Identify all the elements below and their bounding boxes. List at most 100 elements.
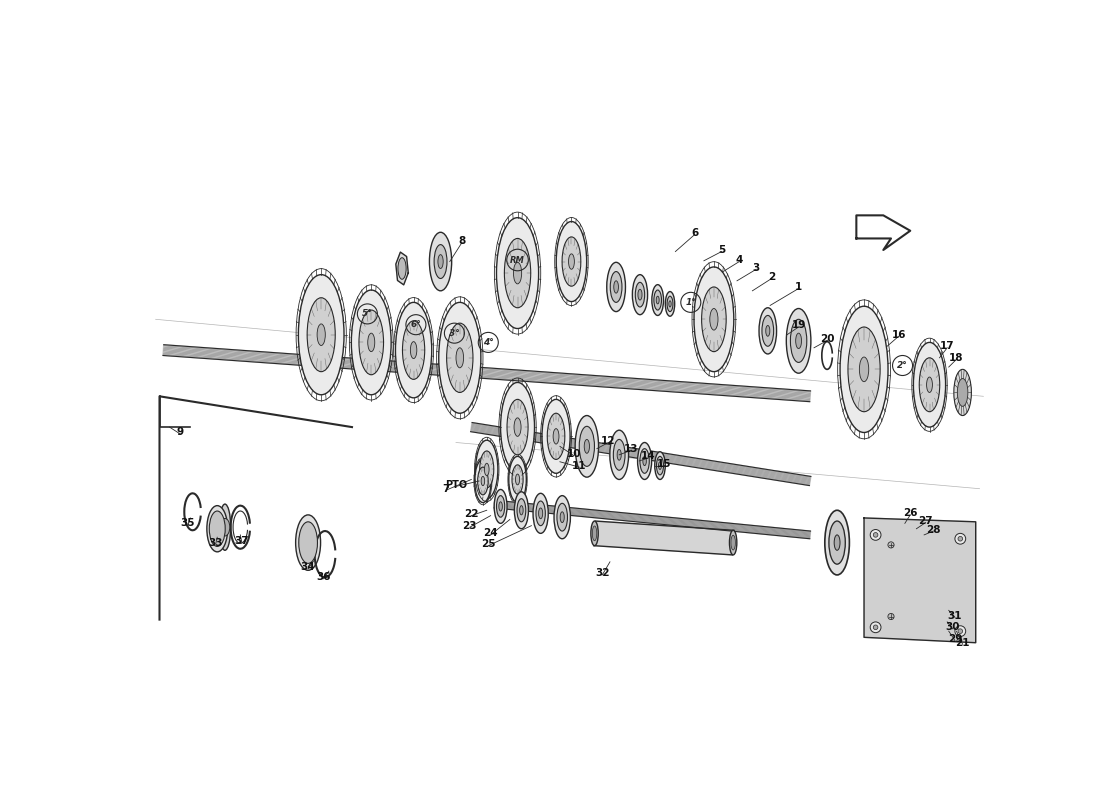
Text: 16: 16 bbox=[891, 330, 906, 340]
Ellipse shape bbox=[512, 465, 524, 494]
Ellipse shape bbox=[762, 315, 773, 346]
Ellipse shape bbox=[825, 510, 849, 575]
Ellipse shape bbox=[584, 439, 590, 454]
Text: 34: 34 bbox=[300, 562, 316, 572]
Ellipse shape bbox=[219, 504, 231, 550]
Text: 11: 11 bbox=[572, 461, 586, 470]
Ellipse shape bbox=[669, 301, 671, 307]
Ellipse shape bbox=[848, 327, 880, 412]
Text: 35: 35 bbox=[180, 518, 195, 528]
Text: 8: 8 bbox=[459, 236, 465, 246]
Text: 32: 32 bbox=[595, 568, 609, 578]
Text: 5°: 5° bbox=[362, 310, 373, 318]
Ellipse shape bbox=[429, 232, 452, 291]
Ellipse shape bbox=[653, 290, 661, 310]
Ellipse shape bbox=[652, 285, 663, 315]
Ellipse shape bbox=[534, 494, 548, 534]
Ellipse shape bbox=[795, 333, 802, 349]
Ellipse shape bbox=[730, 535, 736, 550]
Text: 33: 33 bbox=[209, 538, 223, 547]
Ellipse shape bbox=[638, 442, 651, 479]
Ellipse shape bbox=[447, 323, 473, 393]
Ellipse shape bbox=[920, 358, 939, 412]
Ellipse shape bbox=[514, 418, 521, 436]
Ellipse shape bbox=[859, 357, 869, 382]
Ellipse shape bbox=[609, 430, 628, 479]
Ellipse shape bbox=[359, 310, 384, 374]
Ellipse shape bbox=[209, 511, 226, 546]
Text: 6: 6 bbox=[691, 228, 698, 238]
Ellipse shape bbox=[642, 456, 647, 466]
Ellipse shape bbox=[702, 287, 726, 352]
Text: 37: 37 bbox=[234, 536, 250, 546]
Ellipse shape bbox=[548, 414, 564, 459]
Ellipse shape bbox=[481, 476, 485, 486]
Text: 17: 17 bbox=[939, 342, 955, 351]
Ellipse shape bbox=[694, 267, 734, 372]
Circle shape bbox=[888, 542, 894, 548]
Ellipse shape bbox=[515, 492, 528, 529]
Text: 1: 1 bbox=[795, 282, 802, 292]
Ellipse shape bbox=[610, 271, 621, 302]
Text: 29: 29 bbox=[948, 634, 962, 644]
Text: 14: 14 bbox=[641, 451, 656, 462]
Text: 36: 36 bbox=[317, 572, 331, 582]
Text: 30: 30 bbox=[945, 622, 960, 632]
Ellipse shape bbox=[632, 274, 648, 314]
Ellipse shape bbox=[398, 258, 406, 279]
Ellipse shape bbox=[438, 254, 443, 269]
Text: 2: 2 bbox=[768, 272, 776, 282]
Ellipse shape bbox=[729, 530, 737, 555]
Polygon shape bbox=[471, 422, 811, 486]
Text: 19: 19 bbox=[791, 321, 806, 330]
Circle shape bbox=[888, 614, 894, 619]
Circle shape bbox=[873, 625, 878, 630]
Ellipse shape bbox=[617, 450, 621, 460]
Ellipse shape bbox=[299, 522, 318, 563]
Ellipse shape bbox=[575, 415, 598, 477]
Text: 4°: 4° bbox=[483, 338, 494, 347]
Ellipse shape bbox=[791, 319, 806, 362]
Ellipse shape bbox=[580, 426, 594, 466]
Text: RM: RM bbox=[510, 255, 525, 265]
Ellipse shape bbox=[477, 467, 488, 495]
Circle shape bbox=[870, 530, 881, 540]
Ellipse shape bbox=[638, 290, 642, 300]
Ellipse shape bbox=[505, 238, 530, 308]
Ellipse shape bbox=[434, 245, 447, 278]
Ellipse shape bbox=[494, 490, 507, 523]
Ellipse shape bbox=[396, 302, 431, 398]
Text: 21: 21 bbox=[956, 638, 970, 648]
Text: 28: 28 bbox=[926, 525, 940, 534]
Ellipse shape bbox=[667, 296, 673, 311]
Ellipse shape bbox=[840, 306, 888, 433]
Circle shape bbox=[958, 537, 962, 541]
Text: 2°: 2° bbox=[898, 361, 907, 370]
Ellipse shape bbox=[913, 342, 946, 427]
Ellipse shape bbox=[666, 291, 674, 316]
Ellipse shape bbox=[516, 474, 519, 485]
Text: 7: 7 bbox=[442, 484, 450, 494]
Text: 10: 10 bbox=[566, 449, 581, 459]
Ellipse shape bbox=[766, 326, 770, 336]
Ellipse shape bbox=[607, 262, 626, 312]
Ellipse shape bbox=[553, 429, 559, 444]
Polygon shape bbox=[856, 215, 911, 250]
Ellipse shape bbox=[591, 521, 598, 546]
Ellipse shape bbox=[351, 290, 392, 394]
Ellipse shape bbox=[410, 342, 417, 358]
Circle shape bbox=[873, 533, 878, 538]
Ellipse shape bbox=[954, 370, 971, 415]
Text: 12: 12 bbox=[602, 436, 616, 446]
Ellipse shape bbox=[759, 308, 777, 354]
Ellipse shape bbox=[636, 282, 645, 307]
Text: 24: 24 bbox=[483, 528, 498, 538]
Ellipse shape bbox=[539, 508, 542, 518]
Ellipse shape bbox=[456, 348, 463, 368]
Text: 31: 31 bbox=[948, 610, 962, 621]
Text: 27: 27 bbox=[918, 516, 933, 526]
Ellipse shape bbox=[475, 459, 491, 502]
Text: PTO: PTO bbox=[444, 480, 468, 490]
Text: 4: 4 bbox=[736, 255, 743, 265]
Ellipse shape bbox=[657, 296, 659, 304]
